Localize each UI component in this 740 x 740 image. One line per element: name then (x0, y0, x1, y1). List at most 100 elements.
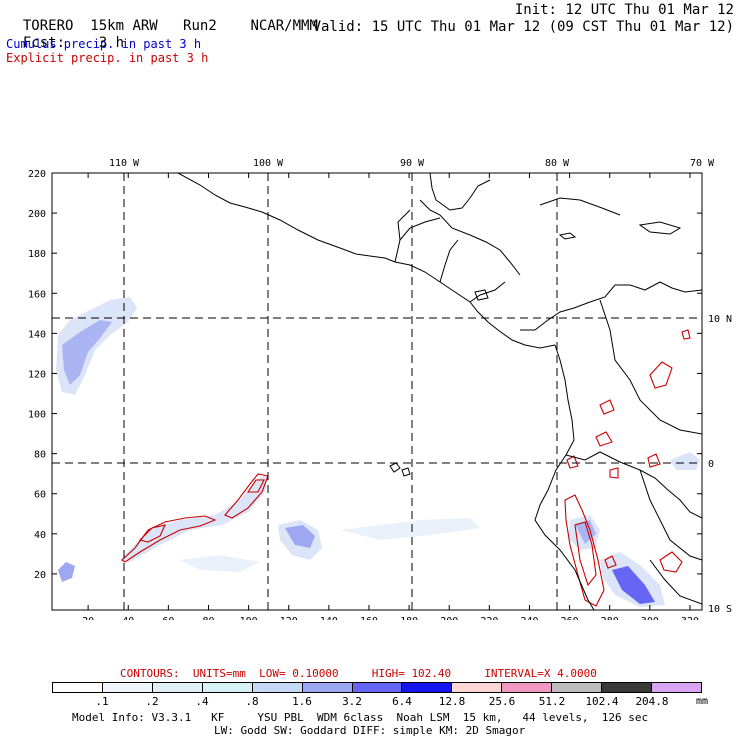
contour-label: CONTOURS: (120, 667, 180, 680)
model-info-line-1: Model Info: V3.3.1 KF YSU PBL WDM 6class… (72, 711, 649, 724)
legend-swatch (152, 683, 203, 692)
x-grid-label: 80 (202, 616, 214, 620)
lon-label-70w: 70 W (690, 158, 715, 169)
coast-yucatan (429, 173, 491, 211)
axis-ticks: 20 40 60 80 100 120 140 160 180 200 220 240 260 280 30… (28, 169, 702, 620)
model-info-line-2: LW: Godd SW: Goddard DIFF: simple KM: 2D… (214, 724, 526, 737)
contour-south-small (604, 555, 617, 569)
map-frame (51, 172, 703, 611)
x-grid-label: 200 (440, 616, 458, 620)
island-jamaica (558, 232, 577, 240)
island-galapagos (389, 462, 411, 477)
contour-east-dot (681, 329, 691, 340)
legend-unit: mm (696, 696, 709, 707)
legend-label: 6.4 (392, 695, 412, 708)
lon-label-100w: 100 W (253, 158, 284, 169)
legend-swatch (252, 683, 303, 692)
x-grid-label: 60 (162, 616, 174, 620)
x-grid-label: 320 (681, 616, 699, 620)
lon-label-90w: 90 W (400, 158, 425, 169)
contour-north-dot-1 (599, 399, 615, 415)
x-grid-label: 260 (561, 616, 579, 620)
contour-low: LOW= 0.10000 (259, 667, 339, 680)
fcst-label: Fcst: (22, 35, 66, 51)
legend-swatch (552, 683, 603, 692)
y-grid-label: 220 (28, 169, 46, 180)
border-central-america-3 (399, 217, 441, 241)
legend-swatch (652, 683, 701, 692)
legend-label: 102.4 (585, 695, 619, 708)
precip-fields (56, 297, 700, 607)
x-grid-label: 40 (122, 616, 134, 620)
coast-panama (520, 284, 646, 331)
y-grid-label: 80 (34, 450, 46, 461)
island-hispaniola (638, 221, 682, 235)
cumulus-area-central-core (285, 525, 315, 548)
coast-venezuela (644, 281, 702, 293)
lat-label-10n: 10 N (708, 314, 732, 325)
y-grid-label: 60 (34, 490, 46, 501)
coast-south-america-west (534, 344, 595, 610)
coast-caribbean-north (419, 199, 521, 276)
contour-north-dot-2 (595, 431, 613, 447)
x-grid-label: 160 (360, 616, 378, 620)
contour-north-dot-5 (609, 467, 619, 479)
explicit-precip-label: Explicit precip. in past 3 h (6, 51, 209, 65)
contour-high: HIGH= 102.40 (371, 667, 452, 680)
legend-label: .4 (195, 695, 209, 708)
x-grid-label: 180 (400, 616, 418, 620)
cumulus-area-northwest-core (62, 320, 112, 385)
legend-label: .2 (145, 695, 159, 708)
contour-interval: INTERVAL=X 4.0000 (484, 667, 597, 680)
cumulus-precip-label: Cumulus precip. in past 3 h (6, 37, 202, 51)
y-grid-label: 40 (34, 530, 46, 541)
contour-itcz-west-inner (138, 524, 166, 543)
legend-label: 204.8 (635, 695, 669, 708)
lon-label-80w: 80 W (545, 158, 570, 169)
cumulus-area-northeast (670, 452, 700, 470)
legend-label: 51.2 (538, 695, 566, 708)
contour-units: UNITS=mm (192, 667, 246, 680)
border-mexico-guatemala (394, 209, 411, 263)
contour-info: CONTOURS: UNITS=mm LOW= 0.10000 HIGH= 10… (120, 667, 597, 680)
model-name: TORERO (22, 18, 74, 34)
org-label: NCAR/MMM (250, 18, 318, 34)
cumulus-area-coast-core (575, 520, 596, 544)
cumulus-area-light-band (340, 518, 480, 540)
forecast-hour: Fcst: 3 h (6, 19, 124, 51)
x-grid-label: 280 (601, 616, 619, 620)
cumulus-area-itcz-west (120, 475, 268, 562)
coastlines (177, 173, 702, 610)
lon-label-110w: 110 W (109, 158, 140, 169)
contour-north-cluster (649, 361, 673, 389)
contour-itcz-north-inner (246, 479, 265, 493)
fcst-value: 3 h (98, 35, 125, 51)
precip-color-legend (52, 682, 702, 693)
cumulus-area-southwest (58, 562, 75, 582)
contour-north-dot-4 (566, 455, 579, 469)
y-grid-label: 180 (28, 249, 46, 260)
x-grid-label: 240 (520, 616, 538, 620)
x-grid-label: 100 (240, 616, 258, 620)
y-grid-label: 200 (28, 209, 46, 220)
border-bolivia (649, 559, 702, 605)
contour-coast-inner (574, 521, 597, 587)
border-peru-brazil (639, 469, 702, 561)
legend-label: 12.8 (438, 695, 466, 708)
border-central-america-2 (469, 281, 506, 303)
legend-swatch (352, 683, 403, 692)
legend-swatch (202, 683, 253, 692)
legend-label: .1 (95, 695, 109, 708)
legend-label: 1.6 (292, 695, 312, 708)
run-label: Run2 (183, 18, 217, 34)
lat-label-10s: 10 S (708, 604, 732, 615)
lat-label-0: 0 (708, 459, 714, 470)
legend-swatch (502, 683, 553, 692)
contour-east-cluster (659, 551, 683, 573)
border-colombia (599, 299, 702, 435)
legend-label: 3.2 (342, 695, 362, 708)
legend-swatch (402, 683, 453, 692)
legend-label: .8 (245, 695, 259, 708)
y-grid-label: 160 (28, 289, 46, 300)
legend-swatch (602, 683, 653, 692)
